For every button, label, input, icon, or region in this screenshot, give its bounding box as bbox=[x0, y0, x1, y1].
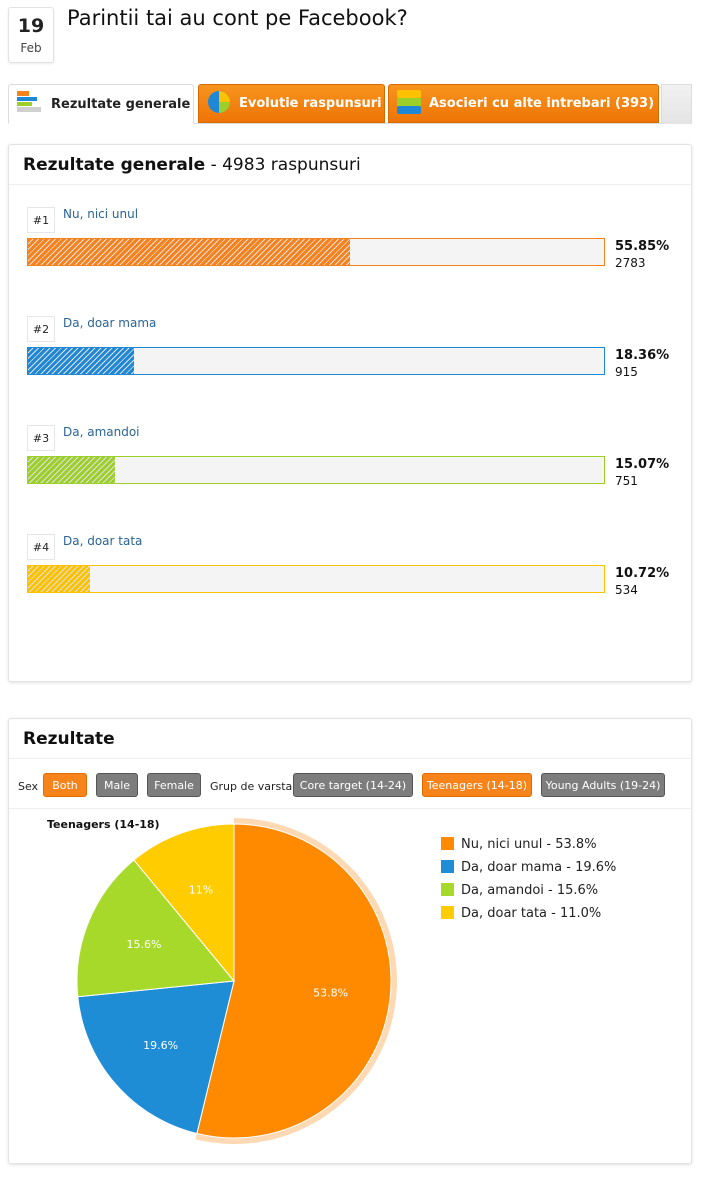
result-bar-track bbox=[27, 565, 605, 593]
filter-age-core-target-button[interactable]: Core target (14-24) bbox=[293, 773, 413, 797]
general-results-heading: Rezultate generale - 4983 raspunsuri bbox=[9, 145, 691, 185]
legend-label: Da, amandoi - 15.6% bbox=[461, 883, 598, 898]
filter-age-teenagers-button[interactable]: Teenagers (14-18) bbox=[422, 773, 532, 797]
tab-bar: Rezultate generale Evolutie raspunsuri A… bbox=[8, 84, 692, 124]
result-bar-fill bbox=[28, 348, 134, 374]
demographic-results-title: Rezultate bbox=[9, 719, 691, 759]
filter-sex-both-button[interactable]: Both bbox=[43, 773, 87, 797]
filter-sex-female-button[interactable]: Female bbox=[147, 773, 201, 797]
result-percent: 10.72% bbox=[615, 566, 670, 581]
legend-label: Da, doar mama - 19.6% bbox=[461, 860, 616, 875]
pie-slice-label: 11% bbox=[189, 883, 213, 896]
result-percent: 18.36% bbox=[615, 348, 670, 363]
legend-swatch bbox=[441, 837, 454, 850]
result-bar-fill bbox=[28, 457, 115, 483]
pie-slice[interactable] bbox=[133, 823, 235, 983]
result-count: 751 bbox=[615, 474, 638, 488]
answer-option: #2 Da, doar mama 18.36% 915 bbox=[27, 316, 670, 386]
tab-associations-label: Asocieri cu alte intrebari (393) bbox=[429, 96, 655, 111]
answer-label[interactable]: Da, doar mama bbox=[63, 316, 157, 330]
result-count: 915 bbox=[615, 365, 638, 379]
legend-label: Nu, nici unul - 53.8% bbox=[461, 837, 597, 852]
result-percent: 15.07% bbox=[615, 457, 670, 472]
tab-bar-filler bbox=[661, 84, 692, 124]
legend-swatch bbox=[441, 883, 454, 896]
result-count: 534 bbox=[615, 583, 638, 597]
result-bar-fill bbox=[28, 566, 90, 592]
question-title: Parintii tai au cont pe Facebook? bbox=[67, 6, 408, 30]
answer-option: #3 Da, amandoi 15.07% 751 bbox=[27, 425, 670, 495]
rank-badge: #3 bbox=[27, 425, 55, 451]
general-results-panel: Rezultate generale - 4983 raspunsuri #1 … bbox=[8, 144, 692, 682]
answer-label[interactable]: Da, amandoi bbox=[63, 425, 140, 439]
legend-swatch bbox=[441, 906, 454, 919]
answer-option: #1 Nu, nici unul 55.85% 2783 bbox=[27, 207, 670, 277]
pie-icon bbox=[207, 90, 231, 118]
answer-label[interactable]: Da, doar tata bbox=[63, 534, 143, 548]
age-filter-label: Grup de varsta bbox=[210, 780, 293, 793]
answer-label[interactable]: Nu, nici unul bbox=[63, 207, 139, 221]
result-count: 2783 bbox=[615, 256, 646, 270]
tab-answer-evolution-label: Evolutie raspunsuri bbox=[239, 96, 382, 111]
tab-associations[interactable]: Asocieri cu alte intrebari (393) bbox=[388, 84, 659, 123]
pie-slice-label: 15.6% bbox=[126, 938, 161, 951]
date-month: Feb bbox=[20, 41, 42, 55]
tab-general-results[interactable]: Rezultate generale bbox=[8, 84, 194, 124]
filter-bar: Sex Both Male Female Grup de varsta Core… bbox=[9, 771, 691, 809]
filter-sex-male-button[interactable]: Male bbox=[96, 773, 138, 797]
legend-swatch bbox=[441, 860, 454, 873]
legend-label: Da, doar tata - 11.0% bbox=[461, 906, 601, 921]
pie-slice[interactable] bbox=[77, 980, 235, 1135]
result-bar-track bbox=[27, 347, 605, 375]
date-badge: 19 Feb bbox=[8, 7, 54, 63]
rank-badge: #1 bbox=[27, 207, 55, 233]
tab-general-results-label: Rezultate generale bbox=[51, 96, 191, 112]
result-percent: 55.85% bbox=[615, 239, 670, 254]
date-day: 19 bbox=[17, 15, 45, 37]
demographic-results-panel: Rezultate Sex Both Male Female Grup de v… bbox=[8, 718, 692, 1164]
sex-filter-label: Sex bbox=[18, 780, 39, 793]
filter-age-young-adults-button[interactable]: Young Adults (19-24) bbox=[541, 773, 665, 797]
bar-list-icon bbox=[17, 91, 43, 117]
pie-slice[interactable] bbox=[196, 823, 392, 1139]
pie-slice-label: 53.8% bbox=[313, 987, 348, 1000]
rank-badge: #4 bbox=[27, 534, 55, 560]
rank-badge: #2 bbox=[27, 316, 55, 342]
general-results-title: Rezultate generale bbox=[23, 154, 206, 175]
response-count: - 4983 raspunsuri bbox=[210, 154, 361, 175]
result-bar-track bbox=[27, 238, 605, 266]
pie-slice-label: 19.6% bbox=[143, 1039, 178, 1052]
answer-option: #4 Da, doar tata 10.72% 534 bbox=[27, 534, 670, 604]
tab-answer-evolution[interactable]: Evolutie raspunsuri bbox=[198, 84, 385, 123]
result-bar-fill bbox=[28, 239, 350, 265]
pie-chart: Teenagers (14-18) 53.8% 19.6% 15.6% 11% Nu,… bbox=[47, 818, 616, 1144]
result-bar-track bbox=[27, 456, 605, 484]
stack-icon bbox=[397, 89, 421, 118]
pie-slice[interactable] bbox=[76, 859, 235, 998]
chart-title: Teenagers (14-18) bbox=[47, 818, 160, 831]
